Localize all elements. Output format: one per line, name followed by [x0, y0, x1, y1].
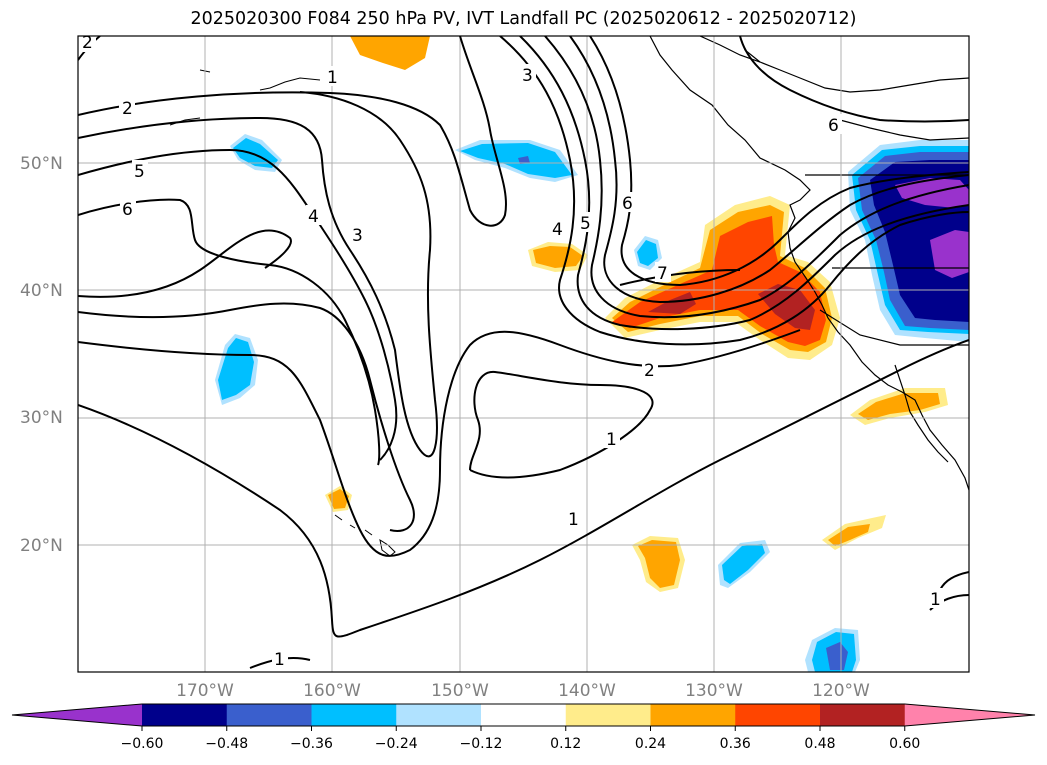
- colorbar-segment: [650, 704, 736, 726]
- colorbar-segment: [565, 704, 651, 726]
- colorbar-tick-label: 0.24: [635, 736, 666, 752]
- colorbar-tick-label: 0.60: [889, 736, 920, 752]
- colorbar-tick-label: −0.36: [290, 736, 333, 752]
- lat-label: 40°N: [20, 281, 63, 301]
- colorbar-segment: [396, 704, 482, 726]
- colorbar-extend-low: [12, 704, 142, 726]
- lat-label: 50°N: [20, 154, 63, 174]
- lon-label: 160°W: [303, 681, 361, 701]
- gridlines: [78, 36, 969, 672]
- contour-label: 2: [644, 361, 655, 381]
- lon-label: 140°W: [558, 681, 616, 701]
- colorbar-tick-label: 0.12: [550, 736, 581, 752]
- contour-label: 6: [828, 116, 839, 136]
- contour-label: 7: [657, 264, 668, 284]
- contour-label: 4: [552, 220, 563, 240]
- pv-contours: [78, 36, 969, 669]
- colorbar-segment: [735, 704, 821, 726]
- contour-label: 4: [308, 207, 319, 227]
- contour-label: 6: [622, 194, 633, 214]
- lon-label: 120°W: [812, 681, 870, 701]
- contour-label: 2: [122, 99, 133, 119]
- colorbar-segment: [226, 704, 312, 726]
- lon-label: 130°W: [685, 681, 743, 701]
- colorbar-segment: [481, 704, 567, 726]
- colorbar-tick-label: 0.48: [804, 736, 835, 752]
- colorbar: −0.60 −0.48 −0.36 −0.24 −0.12 0.12 0.24 0.36 0.4…: [11, 703, 1036, 752]
- contour-label: 3: [352, 226, 363, 246]
- colorbar-tick-label: 0.36: [720, 736, 751, 752]
- contour-label: 1: [568, 510, 579, 530]
- colorbar-segment: [311, 704, 397, 726]
- colorbar-ticks: −0.60 −0.48 −0.36 −0.24 −0.12 0.12 0.24 0.36 0.4…: [121, 726, 920, 752]
- contour-label: 1: [930, 590, 941, 610]
- coastlines: [649, 36, 969, 491]
- contour-label: 2: [82, 33, 93, 53]
- lat-label: 20°N: [20, 536, 63, 556]
- colorbar-tick-label: −0.24: [375, 736, 418, 752]
- colorbar-tick-label: −0.60: [121, 736, 164, 752]
- contour-label: 6: [122, 200, 133, 220]
- contour-label: 1: [327, 68, 338, 88]
- longitude-labels: 170°W 160°W 150°W 140°W 130°W 120°W: [176, 681, 870, 701]
- contour-label: 5: [580, 214, 591, 234]
- contour-label: 1: [274, 650, 285, 670]
- lon-label: 150°W: [431, 681, 489, 701]
- colorbar-tick-label: −0.48: [205, 736, 248, 752]
- colorbar-segments: [11, 703, 1036, 727]
- colorbar-segment: [820, 704, 906, 726]
- map-frame: [77, 35, 970, 673]
- colorbar-extend-high: [904, 704, 1035, 726]
- plot-title: 2025020300 F084 250 hPa PV, IVT Landfall…: [190, 9, 857, 29]
- map-plot-area: 2 1 3 5 6 4 3 4 5 6 7 2 1 1: [78, 33, 969, 672]
- contour-label: 5: [134, 162, 145, 182]
- latitude-labels: 50°N 40°N 30°N 20°N: [20, 154, 63, 556]
- colorbar-segment: [142, 704, 228, 726]
- contour-label: 1: [606, 430, 617, 450]
- colorbar-tick-label: −0.12: [460, 736, 503, 752]
- lat-label: 30°N: [20, 408, 63, 428]
- contour-label: 3: [522, 66, 533, 86]
- lon-label: 170°W: [176, 681, 234, 701]
- contour-labels: 2 1 3 5 6 4 3 4 5 6 7 2 1 1: [80, 33, 944, 670]
